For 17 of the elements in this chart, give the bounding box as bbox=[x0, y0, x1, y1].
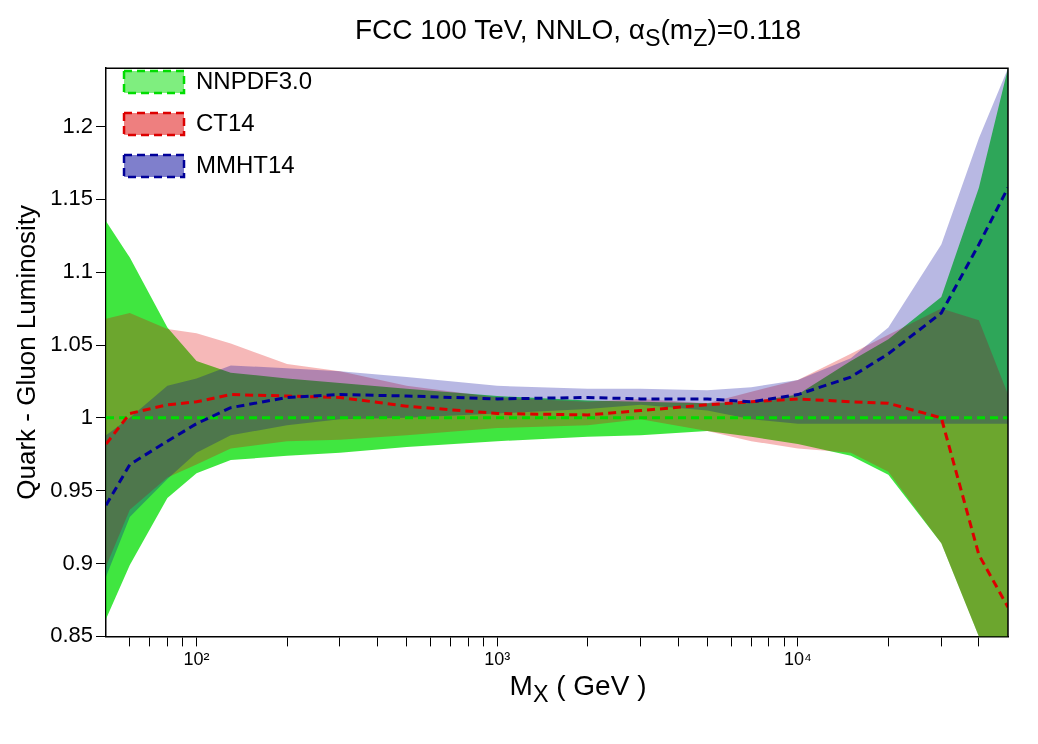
y-axis-title: Quark - Gluon Luminosity bbox=[10, 204, 41, 500]
y-tick-label: 0.85 bbox=[50, 622, 94, 648]
y-tick-label: 0.95 bbox=[50, 476, 94, 502]
x-tick-label: 10³ bbox=[484, 649, 511, 670]
legend-label: CT14 bbox=[196, 108, 255, 136]
y-tick-label: 1.15 bbox=[50, 185, 94, 211]
y-tick-label: 1 bbox=[80, 403, 94, 429]
y-tick-label: 1.1 bbox=[62, 258, 94, 284]
legend-label: MMHT14 bbox=[196, 150, 295, 178]
chart-title: FCC 100 TeV, NNLO, α$_{S}$(m$_{Z}$)=0.118 bbox=[353, 13, 803, 52]
x-tick-label: 10⁴ bbox=[783, 649, 812, 670]
x-tick-label: 10² bbox=[183, 649, 210, 670]
y-tick-label: 1.05 bbox=[50, 331, 94, 357]
y-tick-label: 1.2 bbox=[62, 112, 94, 138]
x-axis-title: M$_{X}$ ( GeV ) bbox=[508, 670, 648, 708]
y-tick-label: 0.9 bbox=[62, 549, 94, 575]
legend-label: NNPDF3.0 bbox=[196, 66, 313, 94]
